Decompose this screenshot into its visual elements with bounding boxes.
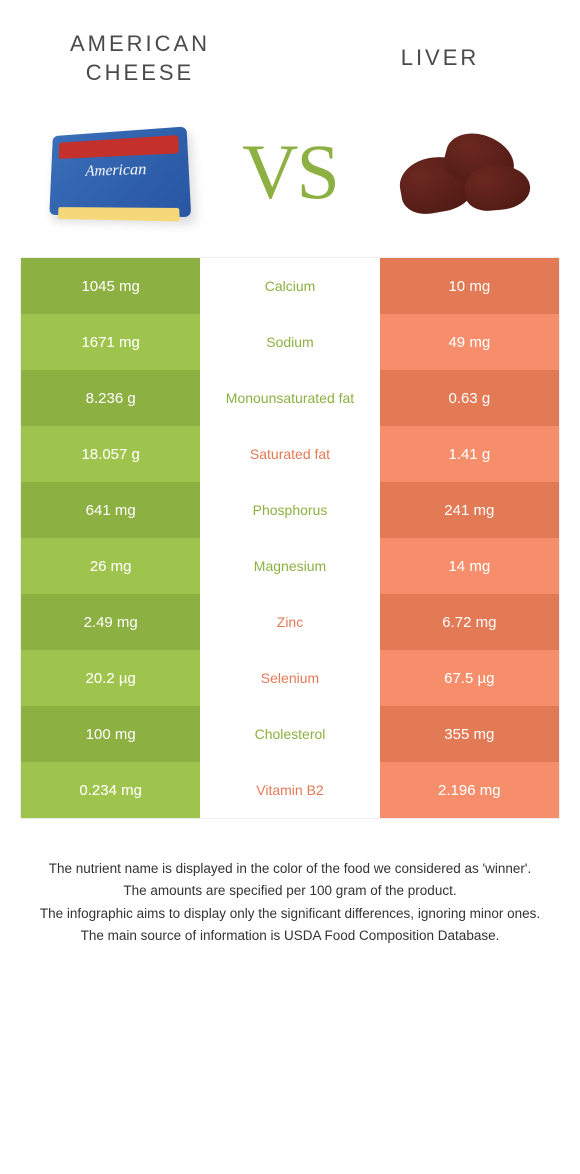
nutrient-name: Monounsaturated fat bbox=[200, 370, 379, 426]
nutrient-table: 1045 mgCalcium10 mg1671 mgSodium49 mg8.2… bbox=[20, 257, 560, 819]
left-value: 641 mg bbox=[21, 482, 200, 538]
right-value: 241 mg bbox=[380, 482, 559, 538]
table-row: 2.49 mgZinc6.72 mg bbox=[21, 594, 559, 650]
footer-notes: The nutrient name is displayed in the co… bbox=[0, 819, 580, 968]
nutrient-name: Zinc bbox=[200, 594, 379, 650]
nutrient-name: Calcium bbox=[200, 258, 379, 314]
table-row: 18.057 gSaturated fat1.41 g bbox=[21, 426, 559, 482]
nutrient-name: Selenium bbox=[200, 650, 379, 706]
left-food-image bbox=[30, 117, 200, 227]
table-row: 100 mgCholesterol355 mg bbox=[21, 706, 559, 762]
table-row: 0.234 mgVitamin B22.196 mg bbox=[21, 762, 559, 818]
cheese-icon bbox=[49, 126, 191, 217]
nutrient-name: Saturated fat bbox=[200, 426, 379, 482]
footer-line: The main source of information is USDA F… bbox=[30, 926, 550, 946]
nutrient-name: Phosphorus bbox=[200, 482, 379, 538]
right-value: 10 mg bbox=[380, 258, 559, 314]
table-row: 20.2 µgSelenium67.5 µg bbox=[21, 650, 559, 706]
right-value: 2.196 mg bbox=[380, 762, 559, 818]
left-value: 8.236 g bbox=[21, 370, 200, 426]
header: AMERICANCHEESE LIVER bbox=[0, 0, 580, 97]
right-value: 0.63 g bbox=[380, 370, 559, 426]
liver-icon bbox=[390, 127, 540, 217]
left-value: 18.057 g bbox=[21, 426, 200, 482]
left-value: 20.2 µg bbox=[21, 650, 200, 706]
right-value: 14 mg bbox=[380, 538, 559, 594]
footer-line: The amounts are specified per 100 gram o… bbox=[30, 881, 550, 901]
left-value: 1045 mg bbox=[21, 258, 200, 314]
left-value: 0.234 mg bbox=[21, 762, 200, 818]
left-value: 100 mg bbox=[21, 706, 200, 762]
table-row: 1671 mgSodium49 mg bbox=[21, 314, 559, 370]
nutrient-name: Magnesium bbox=[200, 538, 379, 594]
vs-label: VS bbox=[242, 127, 338, 217]
left-value: 2.49 mg bbox=[21, 594, 200, 650]
nutrient-name: Cholesterol bbox=[200, 706, 379, 762]
right-food-title: LIVER bbox=[350, 44, 530, 73]
table-row: 26 mgMagnesium14 mg bbox=[21, 538, 559, 594]
right-value: 1.41 g bbox=[380, 426, 559, 482]
right-value: 49 mg bbox=[380, 314, 559, 370]
right-value: 355 mg bbox=[380, 706, 559, 762]
table-row: 1045 mgCalcium10 mg bbox=[21, 258, 559, 314]
footer-line: The nutrient name is displayed in the co… bbox=[30, 859, 550, 879]
right-value: 67.5 µg bbox=[380, 650, 559, 706]
left-food-title: AMERICANCHEESE bbox=[50, 30, 230, 87]
right-food-image bbox=[380, 117, 550, 227]
nutrient-name: Vitamin B2 bbox=[200, 762, 379, 818]
footer-line: The infographic aims to display only the… bbox=[30, 904, 550, 924]
table-row: 641 mgPhosphorus241 mg bbox=[21, 482, 559, 538]
left-value: 26 mg bbox=[21, 538, 200, 594]
right-value: 6.72 mg bbox=[380, 594, 559, 650]
images-row: VS bbox=[0, 97, 580, 257]
nutrient-name: Sodium bbox=[200, 314, 379, 370]
table-row: 8.236 gMonounsaturated fat0.63 g bbox=[21, 370, 559, 426]
left-value: 1671 mg bbox=[21, 314, 200, 370]
